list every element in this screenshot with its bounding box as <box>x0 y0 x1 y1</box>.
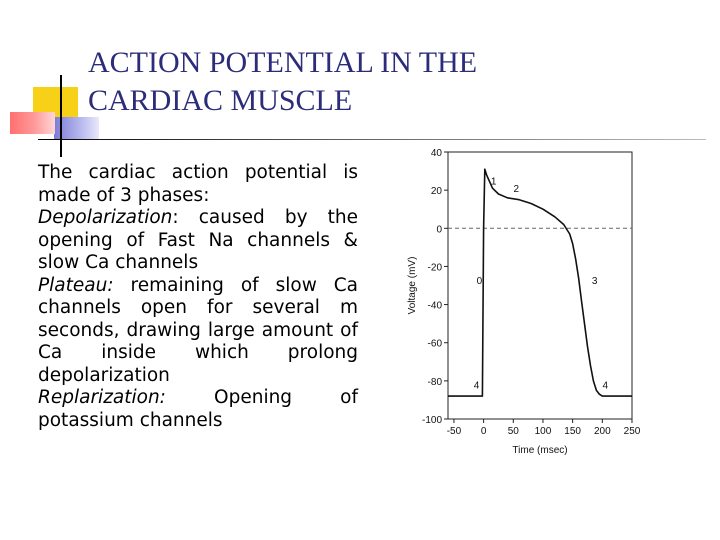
slide-title-line-1: ACTION POTENTIAL IN THE <box>88 46 478 79</box>
phase-description: remaining of slow Ca channels open for s… <box>38 274 358 386</box>
phase-label-0: 0 <box>477 276 483 287</box>
phase-term: Depolarization <box>38 207 173 228</box>
x-tick-label: 50 <box>508 426 520 437</box>
decorative-red-bar <box>10 112 55 134</box>
slide-title-line-2: CARDIAC MUSCLE <box>88 84 353 117</box>
phase-description: caused by the opening of Fast Na channel… <box>38 207 358 273</box>
y-tick-label: 0 <box>436 224 442 235</box>
x-tick-label: -50 <box>447 426 462 437</box>
x-tick-label: 200 <box>594 426 611 437</box>
x-tick-label: 0 <box>481 426 487 437</box>
phase-plateau: Plateau: remaining of slow Ca channels o… <box>38 275 358 388</box>
phase-term: Plateau: <box>38 274 114 296</box>
plot-frame <box>447 151 633 420</box>
phase-term: Replarization: <box>38 387 166 408</box>
y-tick-label: -80 <box>428 377 443 388</box>
action-potential-line <box>448 168 632 397</box>
phase-repolarization: Replarization: Opening of potassium chan… <box>38 387 358 432</box>
x-tick-label: 150 <box>564 426 581 437</box>
y-tick-label: -100 <box>422 415 442 426</box>
phase-label-4: 4 <box>603 381 609 392</box>
phase-label-2: 2 <box>513 184 519 195</box>
y-tick-label: -20 <box>428 262 443 273</box>
title-underline-rule <box>38 139 706 140</box>
y-tick-label: 20 <box>431 186 443 197</box>
decorative-vertical-rule <box>60 75 62 157</box>
phase-term-suffix: : <box>172 207 179 228</box>
y-axis-label: Voltage (mV) <box>407 257 418 315</box>
slide-title: ACTION POTENTIAL IN THE CARDIAC MUSCLE <box>88 44 648 120</box>
y-tick-label: 40 <box>431 148 443 159</box>
y-tick-label: -60 <box>428 339 443 350</box>
x-tick-label: 100 <box>535 426 552 437</box>
phase-label-3: 3 <box>592 276 598 287</box>
phase-label-4: 4 <box>474 381 480 392</box>
x-tick-label: 250 <box>624 426 641 437</box>
phase-description: Opening of potassium channels <box>38 387 358 431</box>
slide-body-text: The cardiac action potential is made of … <box>38 162 358 432</box>
phase-label-1: 1 <box>491 177 497 188</box>
y-tick-label: -40 <box>428 301 443 312</box>
intro-paragraph: The cardiac action potential is made of … <box>38 162 358 206</box>
decorative-blue-bar <box>54 117 99 139</box>
phase-depolarization: Depolarization: caused by the opening of… <box>38 207 358 275</box>
x-axis-label: Time (msec) <box>512 445 567 456</box>
